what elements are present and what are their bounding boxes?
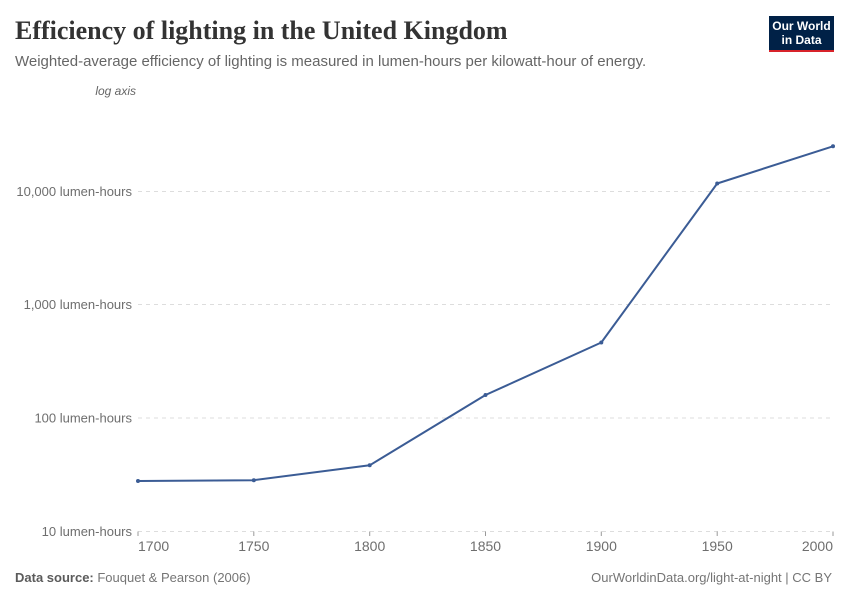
svg-text:1750: 1750 <box>238 538 269 554</box>
svg-text:1800: 1800 <box>354 538 385 554</box>
svg-text:2000: 2000 <box>802 538 833 554</box>
svg-text:1700: 1700 <box>138 538 169 554</box>
svg-text:10 lumen-hours: 10 lumen-hours <box>42 524 133 539</box>
svg-text:1900: 1900 <box>586 538 617 554</box>
svg-text:1850: 1850 <box>470 538 501 554</box>
svg-text:1950: 1950 <box>702 538 733 554</box>
svg-text:100 lumen-hours: 100 lumen-hours <box>34 411 132 426</box>
svg-text:1,000 lumen-hours: 1,000 lumen-hours <box>24 297 133 312</box>
svg-text:10,000 lumen-hours: 10,000 lumen-hours <box>16 184 132 199</box>
